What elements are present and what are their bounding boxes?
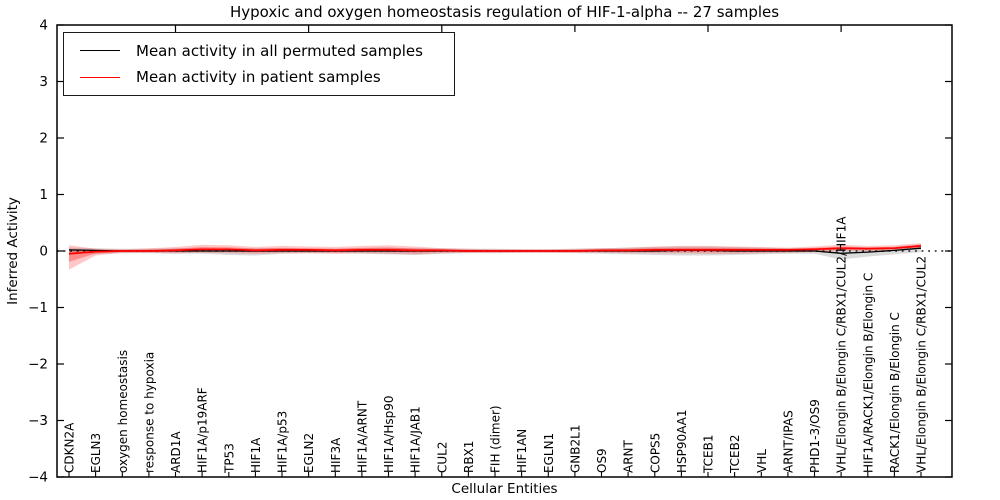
x-tick-labels: CDKN2A EGLN3 oxygen homeostasis response to… [63, 216, 929, 474]
x-tick-label: RACK1/Elongin B/Elongin C [888, 312, 902, 473]
y-axis-ticks: −4 −3 −2 −1 0 1 2 3 4 [28, 18, 952, 486]
y-tick-label: −2 [28, 357, 48, 373]
patient-line-sample-icon [80, 76, 120, 78]
x-tick-label: oxygen homeostasis [116, 350, 130, 473]
y-tick-label: 2 [39, 131, 48, 147]
y-tick-label: −3 [28, 413, 48, 429]
permuted-line-sample-icon [80, 50, 120, 52]
x-tick-label: TCEB2 [728, 435, 742, 474]
x-tick-label: EGLN2 [302, 433, 316, 473]
x-tick-label: HIF1AN [515, 429, 529, 473]
x-tick-label: RBX1 [462, 441, 476, 473]
x-tick-label: PHD1-3/OS9 [808, 399, 822, 473]
legend-entry-permuted: Mean activity in all permuted samples [80, 42, 454, 60]
y-tick-label: 4 [39, 18, 48, 34]
chart-title: Hypoxic and oxygen homeostasis regulatio… [229, 3, 780, 21]
x-tick-label: HIF1A/p53 [276, 411, 290, 473]
y-axis-title: Inferred Activity [5, 197, 21, 305]
x-tick-label: HIF1A/JAB1 [409, 406, 423, 473]
x-tick-label: TCEB1 [702, 435, 716, 474]
x-tick-label: VHL/Elongin B/Elongin C/RBX1/CUL2/HIF1A [835, 216, 849, 473]
y-tick-label: 0 [39, 244, 48, 260]
x-tick-label: FIH (dimer) [489, 405, 503, 473]
x-tick-label: HIF1A/p19ARF [196, 387, 210, 473]
x-tick-label: HIF1A/Hsp90 [382, 395, 396, 473]
x-tick-label: OS9 [595, 448, 609, 473]
x-tick-label: HIF3A [329, 437, 343, 473]
patient-mean-line [68, 245, 922, 255]
x-tick-label: CUL2 [435, 442, 449, 473]
x-axis-title: Cellular Entities [451, 481, 558, 497]
legend-label-permuted: Mean activity in all permuted samples [136, 41, 423, 60]
legend-label-patient: Mean activity in patient samples [136, 68, 381, 87]
patient-std-band-inner [69, 244, 921, 262]
y-tick-label: −1 [28, 300, 48, 316]
y-tick-label: 3 [39, 74, 48, 90]
y-tick-label: 1 [39, 187, 48, 203]
x-tick-label: COPS5 [648, 433, 662, 473]
x-tick-label: HIF1A/ARNT [355, 400, 369, 473]
x-tick-label: VHL [755, 449, 769, 473]
x-axis-ticks [68, 25, 922, 477]
y-tick-label: −4 [28, 470, 48, 486]
x-tick-label: TP53 [222, 443, 236, 474]
x-tick-label: EGLN1 [542, 433, 556, 473]
x-tick-label: response to hypoxia [142, 352, 156, 473]
x-tick-label: EGLN3 [89, 433, 103, 473]
x-tick-label: HIF1A [249, 437, 263, 473]
x-tick-label: ARNT/IPAS [781, 410, 795, 473]
x-tick-label: GNB2L1 [568, 425, 582, 473]
x-tick-label: HSP90AA1 [675, 409, 689, 473]
x-tick-label: CDKN2A [63, 422, 77, 473]
legend-entry-patient: Mean activity in patient samples [80, 68, 454, 86]
x-tick-label: VHL/Elongin B/Elongin C/RBX1/CUL2 [915, 256, 929, 473]
x-tick-label: ARNT [622, 439, 636, 473]
x-tick-label: HIF1A/RACK1/Elongin B/Elongin C [861, 273, 875, 473]
legend: Mean activity in all permuted samples Me… [63, 32, 455, 96]
x-tick-label: ARD1A [169, 431, 183, 473]
